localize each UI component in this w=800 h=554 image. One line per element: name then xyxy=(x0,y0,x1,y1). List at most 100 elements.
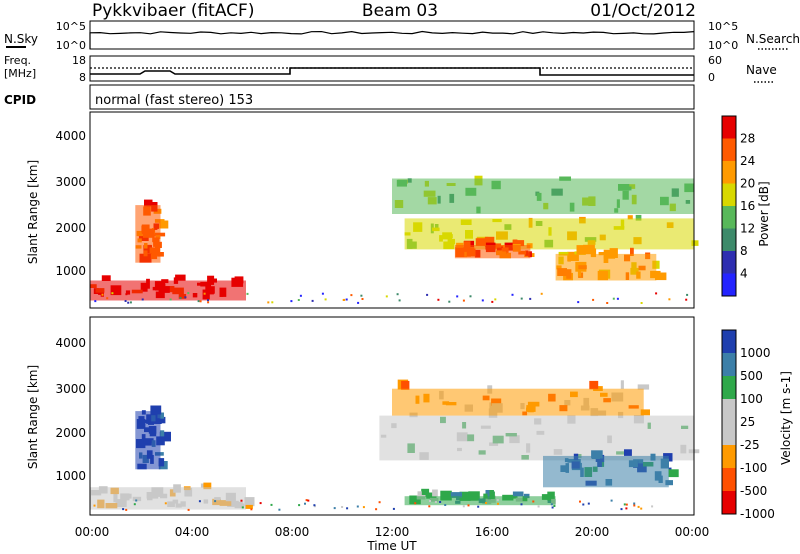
velocity-colorbar-swatch xyxy=(722,445,736,468)
velocity-speckle xyxy=(532,500,535,503)
velocity-speckle xyxy=(620,508,623,511)
velocity-cell xyxy=(468,491,480,501)
power-cell xyxy=(513,240,525,247)
velocity-colorbar-frame xyxy=(721,329,737,515)
nsearch-tick-bottom: 10^0 xyxy=(708,39,738,52)
velocity-speckle xyxy=(637,505,640,508)
velocity-speckle xyxy=(467,504,470,507)
velocity-speckle xyxy=(313,504,316,507)
power-cell xyxy=(635,214,642,221)
velocity-cell xyxy=(547,491,555,501)
velocity-speckle xyxy=(640,507,643,510)
power-speckle xyxy=(494,298,497,301)
nsearch-tick-top: 10^5 xyxy=(708,20,738,33)
power-speckle xyxy=(685,298,688,301)
power-speckle xyxy=(290,300,293,303)
velocity-speckle xyxy=(553,505,556,507)
power-speckle xyxy=(437,298,440,301)
power-speckle xyxy=(655,292,658,295)
beam-title: Beam 03 xyxy=(362,1,438,21)
velocity-cell xyxy=(245,504,253,509)
velocity-speckle xyxy=(651,505,654,508)
power-colorbar-swatch xyxy=(722,116,736,139)
power-speckle xyxy=(267,301,270,304)
velocity-cell xyxy=(624,449,632,456)
freq-tick-bottom: 8 xyxy=(79,71,86,84)
power-ytick-1000: 1000 xyxy=(55,264,86,278)
nave-tick-bottom: 0 xyxy=(708,71,715,84)
velocity-colorbar-tick: 1000 xyxy=(740,346,771,360)
velocity-speckle xyxy=(378,501,381,504)
power-cell xyxy=(175,274,186,281)
velocity-colorbar-label: Velocity [m s-1] xyxy=(779,371,793,465)
velocity-colorbar-tick: -100 xyxy=(740,461,767,475)
velocity-speckle xyxy=(496,499,499,502)
velocity-cell-core xyxy=(404,496,556,506)
velocity-speckle xyxy=(497,502,499,505)
power-cell xyxy=(558,251,569,256)
power-colorbar-label: Power [dB] xyxy=(757,181,771,246)
power-cell-core xyxy=(135,205,161,263)
velocity-speckle xyxy=(298,504,301,507)
power-speckle xyxy=(169,298,172,301)
velocity-colorbar-swatch xyxy=(722,491,736,514)
xlabel: Time UT xyxy=(366,539,417,553)
velocity-speckle xyxy=(125,508,128,511)
power-speckle xyxy=(481,299,484,302)
power-cell-core xyxy=(454,245,531,259)
power-speckle xyxy=(125,293,128,296)
power-colorbar-swatch xyxy=(722,228,736,251)
velocity-colorbar-swatch xyxy=(722,330,736,353)
velocity-speckle xyxy=(633,502,636,505)
power-speckle xyxy=(324,298,327,301)
power-speckle xyxy=(361,298,364,300)
velocity-cell xyxy=(450,492,462,498)
velocity-cell xyxy=(150,405,162,415)
power-ytick-4000: 4000 xyxy=(55,129,86,143)
power-speckle xyxy=(311,299,314,302)
velocity-colorbar: Velocity [m s-1] 1000 500 100 25 -25 -100 -500… xyxy=(721,329,793,521)
velocity-speckle xyxy=(240,499,243,502)
x-axis: 00:00 04:00 08:00 12:00 16:00 20:00 00:0… xyxy=(75,525,710,553)
velocity-speckle xyxy=(633,504,636,507)
power-speckle xyxy=(101,293,104,296)
velocity-speckle xyxy=(362,506,365,509)
power-ylabel: Slant Range [km] xyxy=(26,160,40,264)
nsearch-label: N.Search xyxy=(746,32,800,46)
nsky-panel: N.Sky 10^5 10^0 10^5 10^0 N.Search xyxy=(4,20,800,52)
power-speckle xyxy=(350,294,353,297)
velocity-speckle xyxy=(356,505,359,508)
velocity-speckle xyxy=(485,502,487,504)
power-speckle xyxy=(345,298,348,301)
power-cell xyxy=(101,275,111,281)
xtick-1: 04:00 xyxy=(175,525,210,539)
velocity-speckle xyxy=(307,499,310,502)
power-cell xyxy=(576,245,586,255)
cpid-panel: CPID normal (fast stereo) 153 xyxy=(4,84,695,110)
velocity-colorbar-tick: -25 xyxy=(740,438,760,452)
power-speckle xyxy=(179,297,182,299)
power-cell xyxy=(627,215,633,220)
power-speckle xyxy=(129,301,132,304)
velocity-speckle xyxy=(439,501,442,503)
power-colorbar-swatch xyxy=(722,273,736,296)
power-speckle xyxy=(426,293,429,296)
velocity-cell xyxy=(512,491,524,497)
power-speckle xyxy=(396,293,399,296)
velocity-speckle xyxy=(259,502,262,505)
freq-label-1: Freq. xyxy=(4,54,31,67)
velocity-speckle xyxy=(414,502,417,505)
velocity-colorbar-swatch xyxy=(722,422,736,445)
velocity-data xyxy=(90,379,700,511)
velocity-speckle xyxy=(550,503,553,506)
power-speckle xyxy=(540,292,543,295)
velocity-cell xyxy=(421,488,430,497)
velocity-colorbar-swatch xyxy=(722,376,736,399)
velocity-speckle xyxy=(187,508,190,511)
cpid-label: CPID xyxy=(4,93,36,107)
power-speckle xyxy=(299,294,302,297)
power-speckle xyxy=(184,296,187,299)
power-cell xyxy=(609,248,618,258)
velocity-ytick-1000: 1000 xyxy=(55,469,86,483)
